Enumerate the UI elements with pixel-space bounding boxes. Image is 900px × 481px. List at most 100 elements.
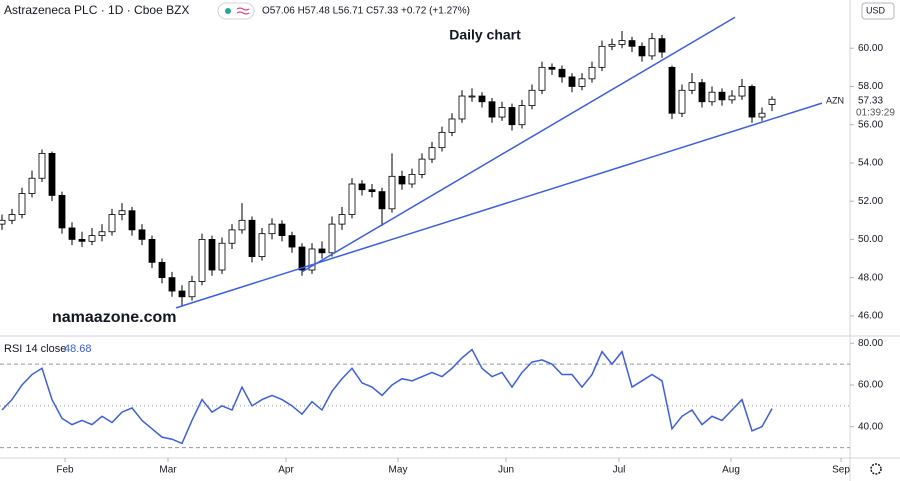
candle-body xyxy=(708,91,716,103)
plot: 46.00 48.00 50.00 52.00 54.00 56.00 58.00 60.00… xyxy=(0,16,883,449)
candle-body xyxy=(588,66,596,80)
candle-body xyxy=(678,89,686,114)
trend-line xyxy=(301,16,736,273)
rsi-value: 48.68 xyxy=(64,343,92,355)
candle-body xyxy=(0,219,6,225)
candle-body xyxy=(488,101,496,118)
y-tick-label: 48.00 xyxy=(858,272,883,283)
candle-body xyxy=(628,40,636,47)
candle-body xyxy=(28,177,36,194)
candle-body xyxy=(758,112,766,118)
candle-body xyxy=(98,231,106,236)
countdown: 01:39:29 xyxy=(856,108,895,119)
candle-body xyxy=(278,223,286,236)
candle-body xyxy=(688,82,696,91)
candle-body xyxy=(718,91,726,101)
y-tick-label: 60.00 xyxy=(858,380,883,391)
x-tick-label: Jun xyxy=(498,465,514,476)
axis-corner xyxy=(851,459,900,481)
candle-body xyxy=(228,229,236,244)
candle-body xyxy=(188,281,196,298)
candle-body xyxy=(498,107,506,118)
x-tick-label: Apr xyxy=(278,465,294,476)
rsi-line xyxy=(1,348,773,445)
candle-body xyxy=(648,38,656,57)
candle-body xyxy=(258,233,266,258)
candle-body xyxy=(568,76,576,87)
candle-body xyxy=(168,277,176,292)
candle-body xyxy=(328,223,336,254)
candle-body xyxy=(608,44,616,47)
candle-body xyxy=(418,158,426,175)
settings-icon[interactable] xyxy=(870,463,882,475)
y-tick-label: 56.00 xyxy=(858,119,883,130)
candle-body xyxy=(248,219,256,258)
candle-body xyxy=(208,239,216,271)
candle-body xyxy=(198,239,206,282)
candle-body xyxy=(178,290,186,298)
candle-body xyxy=(468,95,476,98)
candle-body xyxy=(638,45,646,57)
candle-body xyxy=(578,78,586,87)
candle-body xyxy=(508,107,516,126)
candle-body xyxy=(8,214,16,221)
candle-body xyxy=(668,66,676,114)
x-tick-label: Aug xyxy=(722,465,740,476)
y-tick-label: 46.00 xyxy=(858,311,883,322)
status-icon xyxy=(236,7,250,15)
time-axis: Feb Mar Apr May Jun Jul Aug Sep xyxy=(56,458,850,476)
candle-body xyxy=(438,131,446,149)
annotation: Daily chart xyxy=(449,27,521,43)
candle-body xyxy=(388,175,396,210)
candle-body xyxy=(738,86,746,97)
candle-body xyxy=(448,118,456,133)
status-pill[interactable] xyxy=(217,2,255,20)
candle-body xyxy=(428,147,436,160)
candle-body xyxy=(698,82,706,103)
candle-body xyxy=(728,95,736,101)
candle-body xyxy=(288,235,296,248)
candle-body xyxy=(378,191,386,210)
status-dot xyxy=(225,8,231,14)
y-tick-label: 54.00 xyxy=(858,158,883,169)
candle-body xyxy=(398,175,406,185)
candle-body xyxy=(538,66,546,91)
candle-body xyxy=(128,210,136,231)
x-tick-label: Sep xyxy=(832,465,850,476)
x-tick-label: Feb xyxy=(56,465,74,476)
last-price: 57.33 xyxy=(858,96,883,107)
currency: USD xyxy=(866,5,886,15)
candle-body xyxy=(238,219,246,231)
candle-body xyxy=(68,227,76,240)
y-tick-label: 80.00 xyxy=(858,338,883,349)
candle-body xyxy=(548,66,556,70)
candle-body xyxy=(58,195,66,229)
candle-body xyxy=(48,152,56,196)
x-tick-label: Jul xyxy=(613,465,626,476)
ohlc-values: O57.06 H57.48 L56.71 C57.33 +0.72 (+1.27… xyxy=(262,6,470,17)
y-tick-label: 52.00 xyxy=(858,196,883,207)
candle-body xyxy=(298,246,306,271)
candle-body xyxy=(458,95,466,120)
candle-body xyxy=(528,89,536,106)
candle-body xyxy=(338,214,346,225)
candle-body xyxy=(598,45,606,68)
candle-body xyxy=(108,214,116,233)
rsi-label: RSI 14 close xyxy=(4,343,66,355)
candle-body xyxy=(348,183,356,215)
chart-title: Astrazeneca PLC · 1D · Cboe BZX xyxy=(4,3,189,17)
trend-line xyxy=(175,102,823,309)
candle-body xyxy=(318,248,326,254)
y-tick-label: 40.00 xyxy=(858,421,883,432)
candle-body xyxy=(308,248,316,271)
currency-button[interactable] xyxy=(861,2,895,20)
candle-body xyxy=(768,98,776,105)
candle-body xyxy=(518,105,526,126)
candle-body xyxy=(658,38,666,53)
candle-body xyxy=(158,261,166,279)
candle-body xyxy=(748,86,756,118)
candle-body xyxy=(408,174,416,185)
candle-body xyxy=(18,193,26,215)
